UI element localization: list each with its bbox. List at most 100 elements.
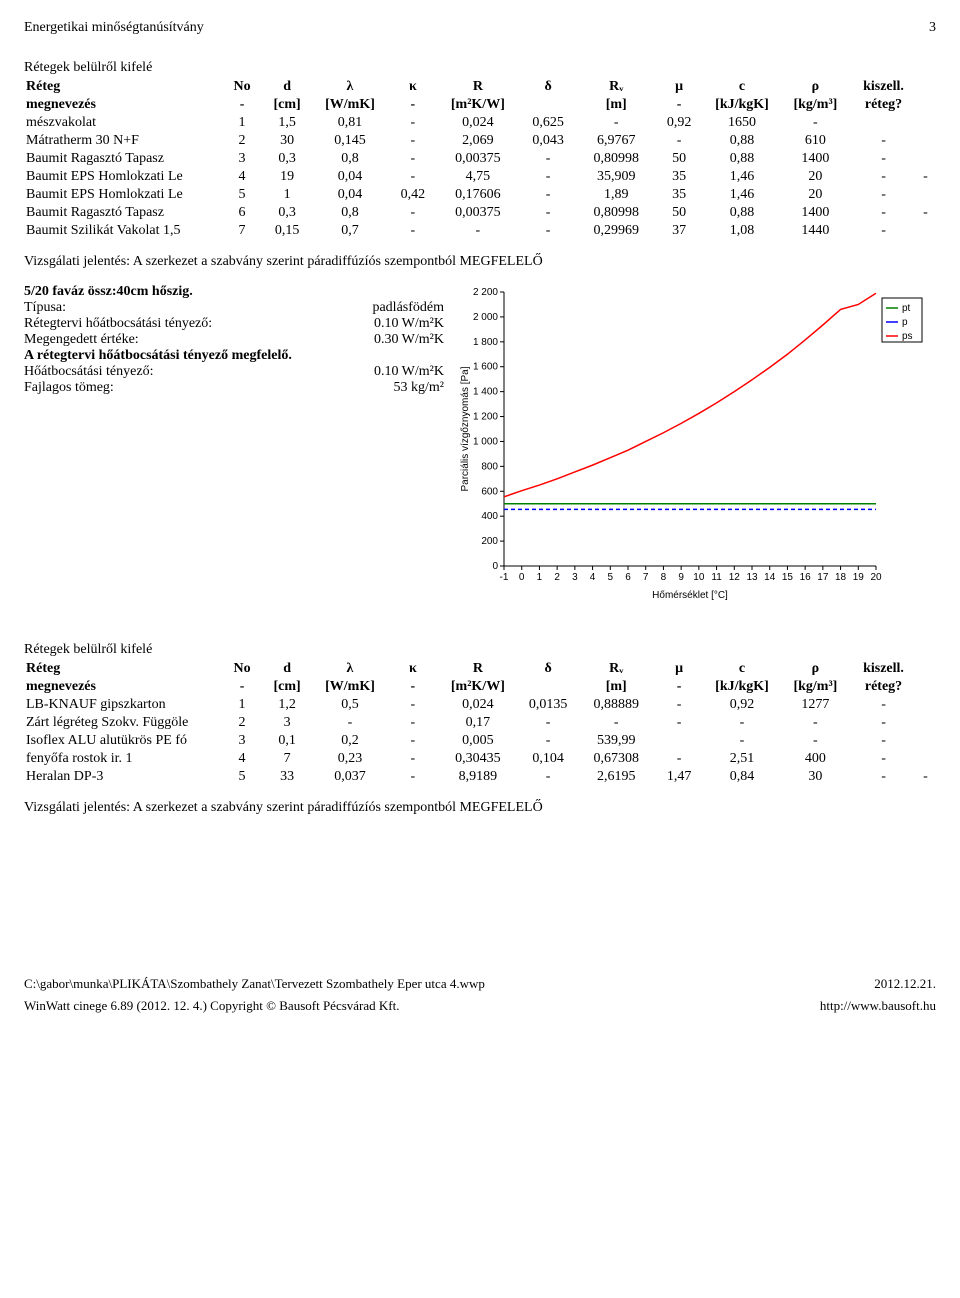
table-cell: 0,23 — [313, 750, 386, 768]
col-unit: - — [387, 96, 439, 114]
table-cell: 1 — [223, 114, 261, 132]
table-cell: Zárt légréteg Szokv. Függöle — [24, 714, 223, 732]
table-cell: - — [387, 168, 439, 186]
svg-text:1 600: 1 600 — [473, 362, 498, 373]
table-row: LB-KNAUF gipszkarton11,20,5-0,0240,01350… — [24, 696, 936, 714]
table-cell: - — [517, 168, 580, 186]
report-2: Vizsgálati jelentés: A szerkezet a szabv… — [24, 800, 936, 816]
table-cell: - — [852, 732, 915, 750]
svg-text:-1: -1 — [500, 572, 509, 583]
table-cell: - — [439, 222, 517, 240]
table1-title: Rétegek belülről kifelé — [24, 60, 936, 76]
table-cell: 0,88 — [705, 132, 778, 150]
params-label: Hőátbocsátási tényező: — [24, 364, 304, 380]
table-cell: - — [517, 714, 580, 732]
table-cell: 33 — [261, 768, 313, 786]
table-cell: - — [517, 768, 580, 786]
col-head: ρ — [779, 78, 852, 96]
doc-title: Energetikai minőségtanúsítvány — [24, 20, 204, 36]
table-cell: - — [915, 768, 936, 786]
params-label: Fajlagos tömeg: — [24, 380, 304, 396]
table-cell: - — [387, 696, 439, 714]
svg-text:2 000: 2 000 — [473, 312, 498, 323]
table-cell: 4,75 — [439, 168, 517, 186]
col-head: ρ — [779, 660, 852, 678]
table-cell: 0,00375 — [439, 204, 517, 222]
page-footer: C:\gabor\munka\PLIKÁTA\Szombathely Zanat… — [24, 976, 936, 1014]
table-cell: 1,2 — [261, 696, 313, 714]
col-reteg: Réteg — [24, 660, 223, 678]
svg-text:5: 5 — [608, 572, 614, 583]
table-cell: 0,04 — [313, 186, 386, 204]
table-cell: - — [852, 132, 915, 150]
col-unit: [m] — [580, 96, 653, 114]
table-cell: 30 — [779, 768, 852, 786]
table-cell: - — [653, 696, 705, 714]
col-unit: [m²K/W] — [439, 96, 517, 114]
table-cell: 610 — [779, 132, 852, 150]
table-cell: 1 — [261, 186, 313, 204]
table-cell: - — [852, 204, 915, 222]
col-unit: - — [223, 678, 261, 696]
params-label: Rétegtervi hőátbocsátási tényező: — [24, 316, 304, 332]
table-cell: 6 — [223, 204, 261, 222]
table-cell: 1,08 — [705, 222, 778, 240]
svg-text:8: 8 — [661, 572, 667, 583]
table-cell: 0,92 — [653, 114, 705, 132]
table-cell: - — [517, 186, 580, 204]
table-cell: - — [915, 204, 936, 222]
col-head: δ — [517, 660, 580, 678]
table-cell: Baumit EPS Homlokzati Le — [24, 168, 223, 186]
table-cell: 1277 — [779, 696, 852, 714]
params-value: padlásfödém — [304, 300, 444, 316]
table-cell: 37 — [653, 222, 705, 240]
table-row: fenyőfa rostok ir. 1470,23-0,304350,1040… — [24, 750, 936, 768]
table-row: Mátratherm 30 N+F2300,145-2,0690,0436,97… — [24, 132, 936, 150]
table-cell: Baumit Ragasztó Tapasz — [24, 150, 223, 168]
table-cell: 0,8 — [313, 204, 386, 222]
table-cell: Isoflex ALU alutükrös PE fó — [24, 732, 223, 750]
table-cell: LB-KNAUF gipszkarton — [24, 696, 223, 714]
table-cell: 0,2 — [313, 732, 386, 750]
table-cell: 0,80998 — [580, 150, 653, 168]
col-unit: [kg/m³] — [779, 678, 852, 696]
table-cell: - — [915, 168, 936, 186]
table-cell: 0,42 — [387, 186, 439, 204]
table-cell: 0,15 — [261, 222, 313, 240]
col-reteg: Réteg — [24, 78, 223, 96]
table-row: Zárt légréteg Szokv. Függöle23--0,17----… — [24, 714, 936, 732]
table-cell: 0,88889 — [580, 696, 653, 714]
table-cell: - — [852, 150, 915, 168]
col-megnev: megnevezés — [24, 678, 223, 696]
table-cell: 0,037 — [313, 768, 386, 786]
col-head: c — [705, 660, 778, 678]
page-header: Energetikai minőségtanúsítvány 3 — [24, 20, 936, 36]
table-cell: 0,88 — [705, 204, 778, 222]
page-number: 3 — [929, 20, 936, 36]
table-cell: - — [852, 768, 915, 786]
footer-date: 2012.12.21. — [874, 976, 936, 992]
table-cell: 0,17606 — [439, 186, 517, 204]
col-head: d — [261, 78, 313, 96]
table-cell: - — [852, 714, 915, 732]
table-cell: 1,46 — [705, 168, 778, 186]
table-cell: 0,145 — [313, 132, 386, 150]
svg-text:11: 11 — [711, 572, 722, 583]
params-value: 0.10 W/m²K — [304, 364, 444, 380]
table-cell: 2 — [223, 714, 261, 732]
table-cell: 7 — [223, 222, 261, 240]
col-unit: [kJ/kgK] — [705, 678, 778, 696]
svg-text:1 200: 1 200 — [473, 412, 498, 423]
table1-body: mészvakolat11,50,81-0,0240,625-0,921650-… — [24, 114, 936, 240]
svg-text:14: 14 — [764, 572, 776, 583]
table-cell: - — [517, 222, 580, 240]
table-cell: 1,89 — [580, 186, 653, 204]
table-cell: 2 — [223, 132, 261, 150]
table-cell: 3 — [223, 732, 261, 750]
table-cell: 0,104 — [517, 750, 580, 768]
table-cell: 0,29969 — [580, 222, 653, 240]
table-cell: Baumit Ragasztó Tapasz — [24, 204, 223, 222]
table2-title: Rétegek belülről kifelé — [24, 642, 936, 658]
table-row: Baumit EPS Homlokzati Le4190,04-4,75-35,… — [24, 168, 936, 186]
table-cell: - — [387, 222, 439, 240]
